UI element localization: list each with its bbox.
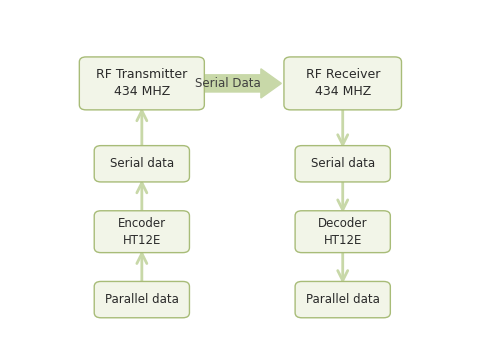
Text: RF Transmitter
434 MHZ: RF Transmitter 434 MHZ (96, 68, 188, 98)
FancyBboxPatch shape (284, 57, 401, 110)
Text: RF Receiver
434 MHZ: RF Receiver 434 MHZ (306, 68, 380, 98)
Text: Encoder
HT12E: Encoder HT12E (118, 217, 166, 247)
FancyBboxPatch shape (94, 146, 190, 182)
Text: Serial data: Serial data (110, 157, 174, 170)
Text: Parallel data: Parallel data (105, 293, 179, 306)
FancyBboxPatch shape (295, 282, 390, 318)
FancyBboxPatch shape (295, 146, 390, 182)
FancyBboxPatch shape (295, 211, 390, 253)
FancyArrow shape (196, 69, 281, 98)
FancyBboxPatch shape (79, 57, 204, 110)
Text: Parallel data: Parallel data (306, 293, 380, 306)
FancyBboxPatch shape (94, 282, 190, 318)
Text: Serial data: Serial data (311, 157, 375, 170)
FancyBboxPatch shape (94, 211, 190, 253)
Text: Serial Data: Serial Data (195, 77, 261, 90)
Text: Decoder
HT12E: Decoder HT12E (318, 217, 368, 247)
